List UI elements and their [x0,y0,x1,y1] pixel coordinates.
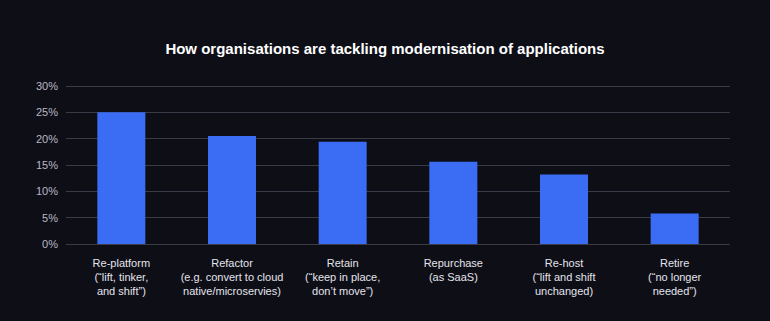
svg-text:30%: 30% [36,80,58,92]
svg-text:Repurchase: Repurchase [424,257,483,269]
svg-text:Retire: Retire [660,257,689,269]
svg-text:20%: 20% [36,133,58,145]
svg-text:Retain: Retain [327,257,359,269]
svg-text:(“keep in place,: (“keep in place, [305,271,380,283]
svg-text:Re-platform: Re-platform [93,257,150,269]
svg-text:native/microservies): native/microservies) [183,285,281,297]
svg-text:and shift”): and shift”) [97,285,146,297]
svg-text:(e.g. convert to cloud: (e.g. convert to cloud [181,271,284,283]
svg-text:unchanged): unchanged) [535,285,593,297]
svg-text:How organisations are tackling: How organisations are tackling modernisa… [165,40,604,57]
svg-text:needed”): needed”) [653,285,697,297]
svg-text:Re-host: Re-host [545,257,584,269]
svg-text:don’t move”): don’t move”) [312,285,373,297]
svg-text:(as SaaS): (as SaaS) [429,271,478,283]
svg-text:15%: 15% [36,159,58,171]
svg-text:5%: 5% [42,212,58,224]
svg-text:10%: 10% [36,185,58,197]
svg-text:25%: 25% [36,106,58,118]
svg-text:(“lift and shift: (“lift and shift [533,271,596,283]
svg-text:0%: 0% [42,238,58,250]
svg-text:(“lift, tinker,: (“lift, tinker, [94,271,148,283]
svg-text:(“no longer: (“no longer [648,271,702,283]
svg-text:Refactor: Refactor [211,257,253,269]
